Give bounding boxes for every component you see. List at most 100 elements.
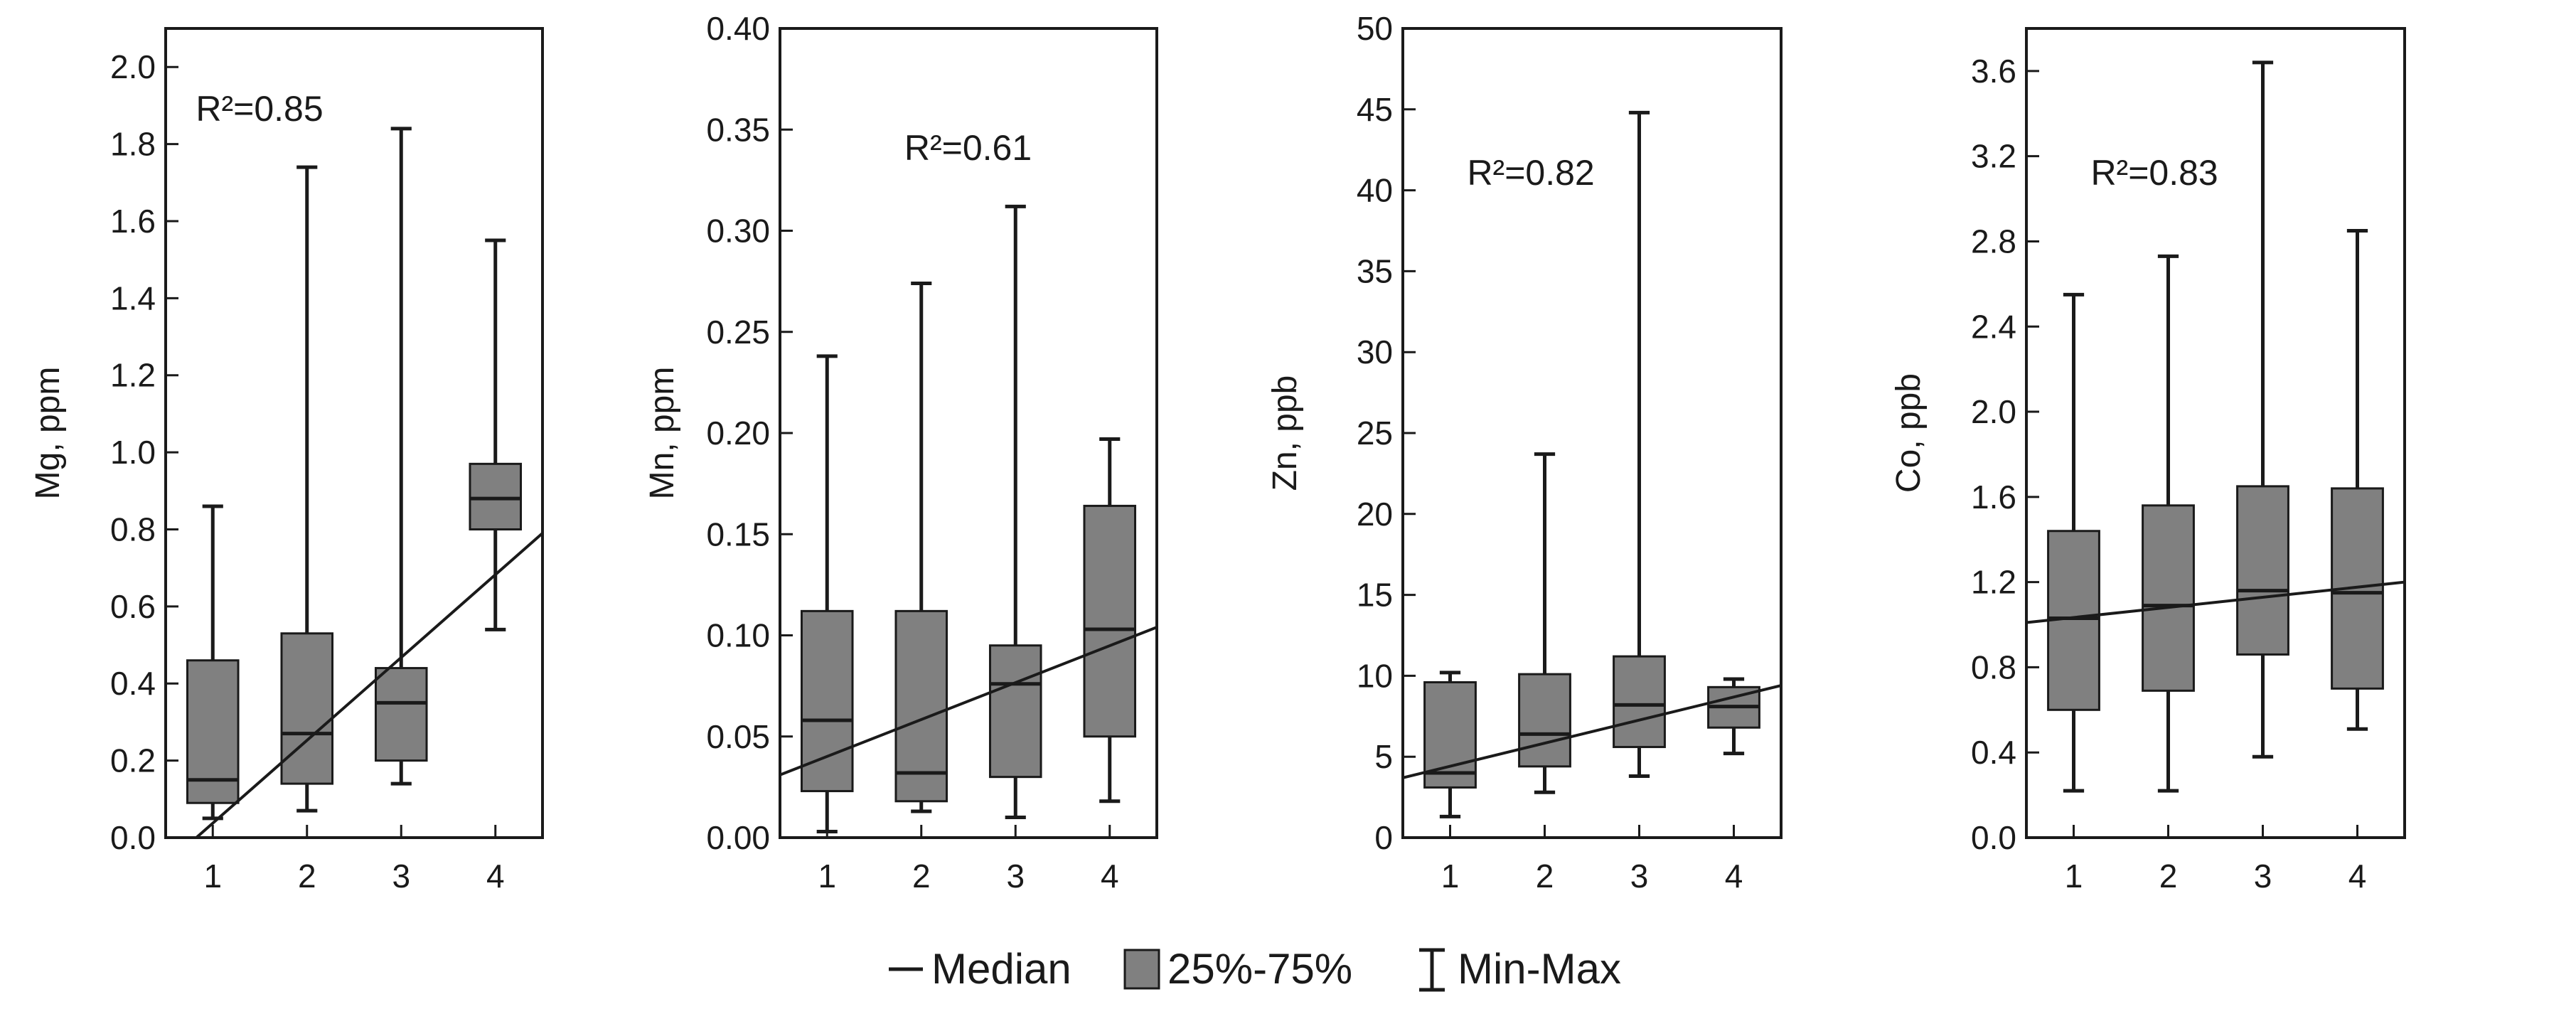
y-tick-label: 0.8 — [1971, 648, 2016, 685]
y-tick-label: 45 — [1357, 91, 1393, 128]
y-tick-label: 0.20 — [706, 415, 770, 452]
trend-line — [194, 532, 543, 838]
x-tick-label: 4 — [2348, 858, 2367, 895]
y-tick-label: 0 — [1374, 819, 1393, 856]
r2-annotation: R²=0.82 — [1467, 153, 1594, 193]
y-tick-label: 2.8 — [1971, 223, 2016, 260]
box-2 — [2142, 254, 2195, 793]
r2-annotation: R²=0.61 — [904, 128, 1032, 168]
r2-annotation: R²=0.85 — [196, 89, 323, 129]
y-tick-label: 0.15 — [706, 516, 770, 552]
box-1 — [186, 504, 240, 821]
box-4 — [2331, 229, 2384, 731]
y-tick-label: 0.4 — [1971, 734, 2016, 771]
y-tick-label: 3.6 — [1971, 53, 2016, 90]
x-tick-label: 4 — [486, 858, 505, 895]
plot-frame — [779, 27, 1158, 839]
iqr-box — [469, 462, 523, 530]
y-tick-label: 1.0 — [110, 434, 156, 471]
y-tick-label: 35 — [1357, 252, 1393, 289]
box-3 — [2236, 60, 2289, 759]
box-3 — [1613, 110, 1666, 779]
y-tick-label: 25 — [1357, 415, 1393, 452]
box-1 — [1423, 671, 1477, 818]
box-2 — [1518, 452, 1571, 794]
x-tick-label: 2 — [1536, 858, 1554, 895]
y-tick-label: 0.05 — [706, 718, 770, 755]
chart-panel-1: 0.0 0.2 0.4 0.6 0.8 1.0 1.2 1.4 1.6 1.8 2.0 Mg, ppm… — [29, 27, 544, 895]
chart-panel-2: 0.00 0.05 0.10 0.15 0.20 0.25 0.30 0.35 0.40 Mn, … — [643, 10, 1158, 895]
y-tick-label: 0.6 — [110, 588, 156, 625]
iqr-box — [280, 632, 334, 785]
plot-frame — [1401, 27, 1783, 839]
iqr-box — [374, 667, 428, 762]
iqr-box — [1613, 655, 1666, 749]
box-1 — [2047, 292, 2100, 793]
x-tick-label: 3 — [1006, 858, 1025, 895]
x-tick-label: 1 — [818, 858, 836, 895]
y-tick-label: 50 — [1357, 10, 1393, 47]
legend-box-icon — [1123, 949, 1160, 990]
y-tick-label: 0.25 — [706, 314, 770, 351]
box-3 — [988, 204, 1042, 820]
box-4 — [1083, 437, 1137, 804]
y-tick-label: 20 — [1357, 496, 1393, 533]
y-tick-label: 1.6 — [110, 203, 156, 240]
y-tick-label: 1.8 — [110, 126, 156, 163]
y-tick-label: 3.2 — [1971, 138, 2016, 175]
trend-line — [1403, 684, 1781, 779]
x-tick-label: 2 — [2159, 858, 2178, 895]
legend-whisker-icon — [1419, 948, 1445, 992]
y-tick-label: 0.0 — [1971, 819, 2016, 856]
box-3 — [374, 127, 428, 786]
y-tick-label: 2.0 — [110, 48, 156, 85]
x-tick-label: 1 — [203, 858, 222, 895]
y-tick-label: 15 — [1357, 577, 1393, 614]
y-tick-label: 30 — [1357, 333, 1393, 370]
y-tick-label: 0.0 — [110, 819, 156, 856]
y-axis-label: Zn, ppb — [1266, 375, 1304, 491]
x-tick-label: 3 — [2254, 858, 2272, 895]
x-tick-label: 4 — [1725, 858, 1743, 895]
legend-box-label: 25%-75% — [1167, 945, 1352, 993]
iqr-box — [894, 609, 948, 803]
box-4 — [469, 238, 523, 631]
x-tick-label: 1 — [2065, 858, 2083, 895]
y-tick-label: 0.10 — [706, 617, 770, 654]
x-tick-label: 3 — [392, 858, 410, 895]
y-axis-label: Mg, ppm — [29, 367, 67, 500]
r2-annotation: R²=0.83 — [2090, 153, 2218, 193]
iqr-box — [1083, 504, 1137, 738]
legend: Median 25%-75% Min-Max — [889, 945, 1621, 993]
iqr-box — [2236, 485, 2289, 656]
y-tick-label: 0.35 — [706, 111, 770, 148]
y-tick-label: 0.4 — [110, 665, 156, 702]
y-axis-label: Mn, ppm — [643, 367, 681, 500]
y-tick-label: 40 — [1357, 172, 1393, 209]
box-1 — [800, 354, 854, 833]
iqr-box — [2142, 504, 2195, 692]
y-tick-label: 0.8 — [110, 511, 156, 548]
chart-panels: 0.0 0.2 0.4 0.6 0.8 1.0 1.2 1.4 1.6 1.8 2.0 Mg, ppm… — [29, 10, 2406, 895]
trend-line — [780, 626, 1157, 776]
chart-panel-4: 0.0 0.4 0.8 1.2 1.6 2.0 2.4 2.8 3.2 3.6 Co, ppb 1 2 3… — [1890, 27, 2406, 895]
x-tick-label: 2 — [912, 858, 931, 895]
y-tick-label: 1.2 — [110, 357, 156, 394]
iqr-box — [1518, 673, 1571, 768]
y-tick-label: 0.00 — [706, 819, 770, 856]
y-tick-label: 1.4 — [110, 279, 156, 316]
plot-frame — [164, 27, 544, 839]
iqr-box — [800, 609, 854, 793]
legend-whisker-label: Min-Max — [1458, 945, 1621, 993]
plot-frame — [2025, 27, 2406, 839]
y-tick-label: 0.40 — [706, 10, 770, 47]
x-tick-label: 4 — [1101, 858, 1119, 895]
x-tick-label: 2 — [298, 858, 316, 895]
iqr-box — [988, 644, 1042, 779]
y-tick-label: 5 — [1374, 738, 1393, 775]
x-tick-label: 1 — [1441, 858, 1460, 895]
x-tick-label: 3 — [1630, 858, 1649, 895]
y-tick-label: 2.0 — [1971, 393, 2016, 430]
trend-line — [2026, 580, 2405, 624]
